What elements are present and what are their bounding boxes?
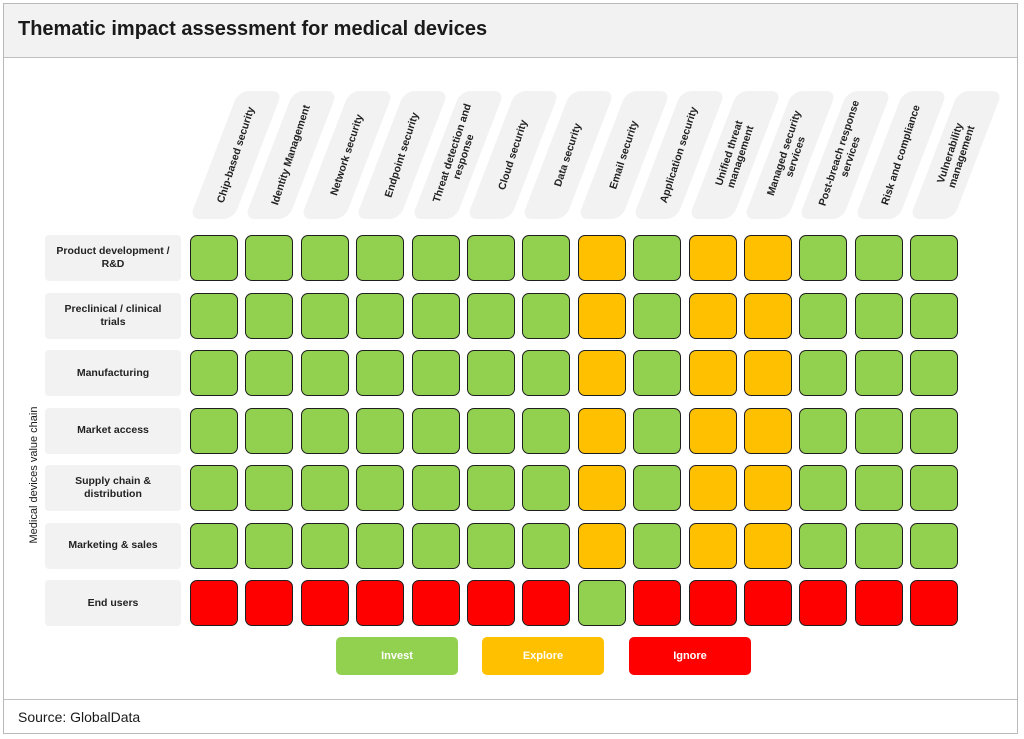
source-note: Source: GlobalData: [18, 709, 141, 725]
footer: Source: GlobalData: [4, 699, 1017, 733]
header: Thematic impact assessment for medical d…: [4, 4, 1017, 58]
page-title: Thematic impact assessment for medical d…: [18, 18, 488, 40]
chart-frame: Thematic impact assessment for medical d…: [3, 3, 1018, 734]
